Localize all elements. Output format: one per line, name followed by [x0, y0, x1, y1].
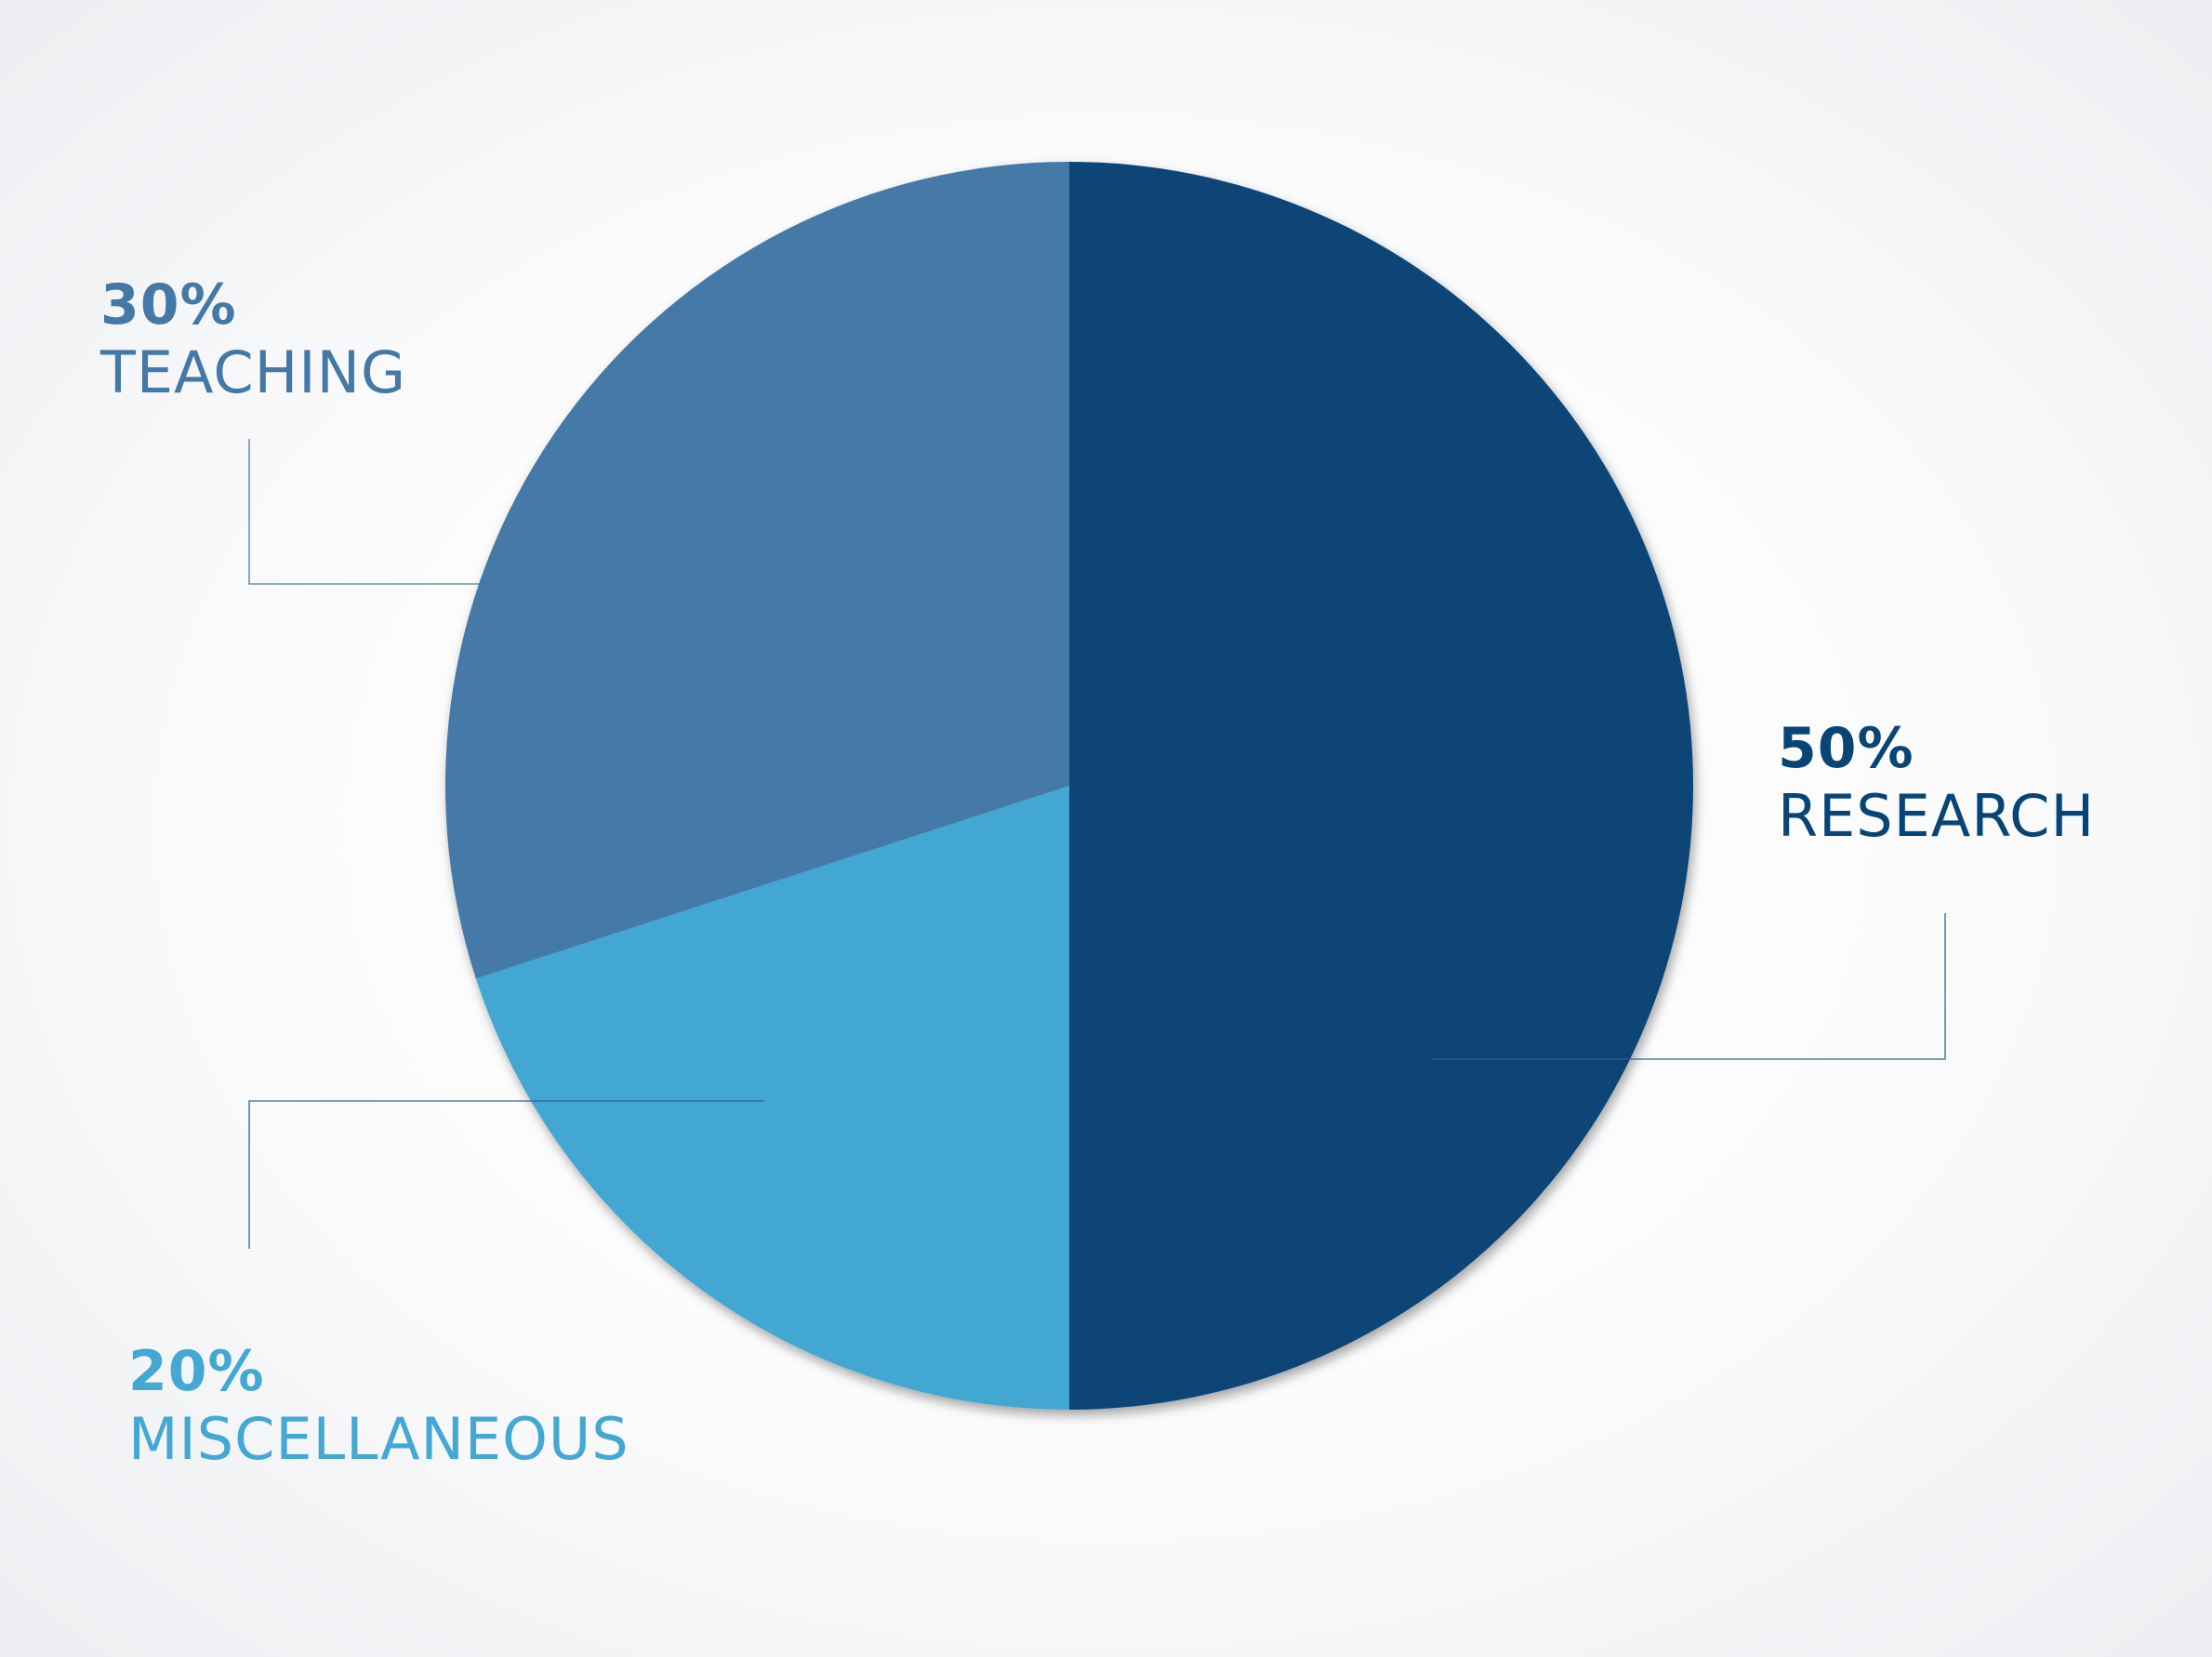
label-research: 50% RESEARCH: [1778, 721, 2095, 845]
leader-line-teaching: [248, 439, 764, 585]
slice-percent-label: 50%: [1778, 716, 1914, 781]
slice-percent-label: 30%: [100, 272, 237, 338]
slice-name-label: RESEARCH: [1778, 782, 2096, 850]
slice-name-label: TEACHING: [100, 338, 406, 406]
leader-line-research: [1432, 913, 1946, 1060]
slice-name-label: MISCELLANEOUS: [128, 1405, 629, 1473]
label-miscellaneous: 20% MISCELLANEOUS: [128, 1344, 629, 1468]
leader-line-miscellaneous: [248, 1100, 764, 1249]
label-teaching: 30% TEACHING: [100, 277, 406, 402]
pie-slice-miscellaneous: [475, 786, 1070, 1410]
pie-slice-teaching: [444, 162, 1069, 979]
pie-slice-research: [1069, 162, 1693, 1410]
slice-percent-label: 20%: [128, 1339, 265, 1404]
